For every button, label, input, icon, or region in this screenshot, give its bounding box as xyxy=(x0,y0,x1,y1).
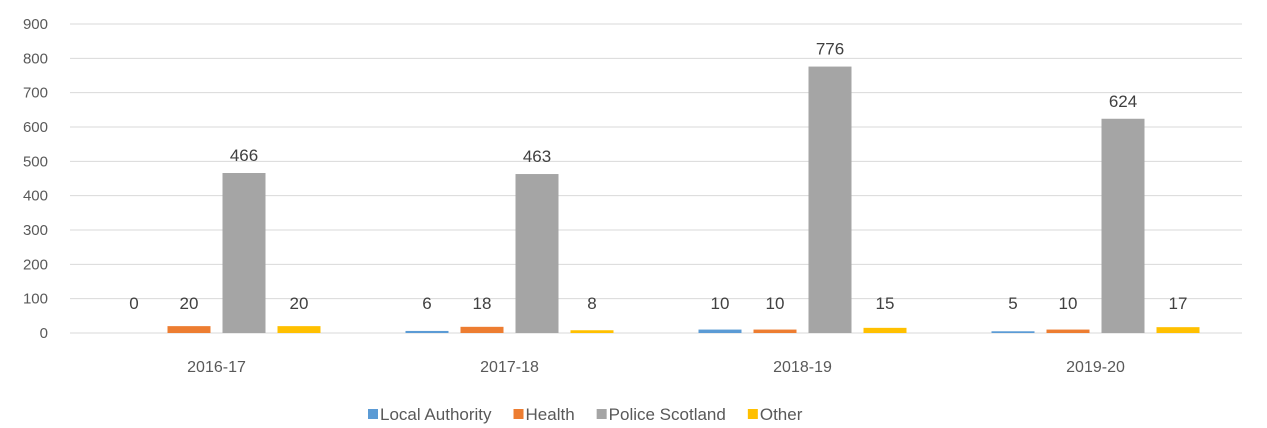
bar xyxy=(222,173,266,333)
legend-swatch xyxy=(368,409,378,419)
y-tick-label: 0 xyxy=(40,325,48,342)
bars xyxy=(167,66,1200,333)
bar xyxy=(460,326,504,333)
data-label: 10 xyxy=(711,294,730,313)
y-tick-label: 400 xyxy=(23,188,48,205)
data-label: 8 xyxy=(587,294,596,313)
x-tick-label: 2019-20 xyxy=(1066,359,1125,376)
bar xyxy=(1101,118,1145,333)
data-label: 15 xyxy=(876,294,895,313)
bar xyxy=(991,331,1035,333)
data-label: 10 xyxy=(1059,294,1078,313)
data-label: 463 xyxy=(523,147,551,166)
bar xyxy=(1156,327,1200,333)
x-tick-label: 2018-19 xyxy=(773,359,832,376)
data-label: 776 xyxy=(816,40,844,59)
legend-swatch xyxy=(747,409,758,419)
y-tick-label: 700 xyxy=(23,85,48,102)
bar xyxy=(863,327,907,333)
x-axis: 2016-17 2017-18 2018-19 2019-20 xyxy=(187,359,1125,376)
bar xyxy=(570,330,614,333)
bar xyxy=(1046,329,1090,333)
bar xyxy=(515,174,559,333)
legend-label: Local Authority xyxy=(380,405,492,424)
data-label: 624 xyxy=(1109,92,1137,111)
data-label: 6 xyxy=(422,294,431,313)
legend: Local Authority Health Police Scotland Othe… xyxy=(368,405,803,424)
legend-swatch xyxy=(513,409,524,419)
x-tick-label: 2016-17 xyxy=(187,359,246,376)
data-label: 17 xyxy=(1169,294,1188,313)
data-label: 0 xyxy=(129,294,138,313)
bar xyxy=(698,329,742,333)
data-label: 20 xyxy=(290,294,309,313)
legend-swatch xyxy=(596,409,607,419)
y-tick-label: 500 xyxy=(23,153,48,170)
legend-label: Other xyxy=(760,405,803,424)
bar xyxy=(405,330,449,333)
data-label: 5 xyxy=(1008,294,1017,313)
legend-label: Health xyxy=(526,405,575,424)
x-tick-label: 2017-18 xyxy=(480,359,539,376)
data-label: 466 xyxy=(230,146,258,165)
data-labels: 0 20 466 20 6 18 463 8 10 10 776 15 5 10 624 17 xyxy=(129,40,1187,313)
bar xyxy=(808,66,852,333)
y-axis: 0 100 200 300 400 500 600 700 800 900 xyxy=(23,16,48,342)
y-tick-label: 600 xyxy=(23,119,48,136)
y-tick-label: 900 xyxy=(23,16,48,33)
data-label: 20 xyxy=(180,294,199,313)
y-tick-label: 200 xyxy=(23,256,48,273)
bar xyxy=(277,326,321,333)
data-label: 18 xyxy=(473,294,492,313)
bar xyxy=(167,326,211,333)
bar xyxy=(753,329,797,333)
y-tick-label: 300 xyxy=(23,222,48,239)
legend-label: Police Scotland xyxy=(609,405,726,424)
y-tick-label: 100 xyxy=(23,291,48,308)
y-tick-label: 800 xyxy=(23,50,48,67)
data-label: 10 xyxy=(766,294,785,313)
